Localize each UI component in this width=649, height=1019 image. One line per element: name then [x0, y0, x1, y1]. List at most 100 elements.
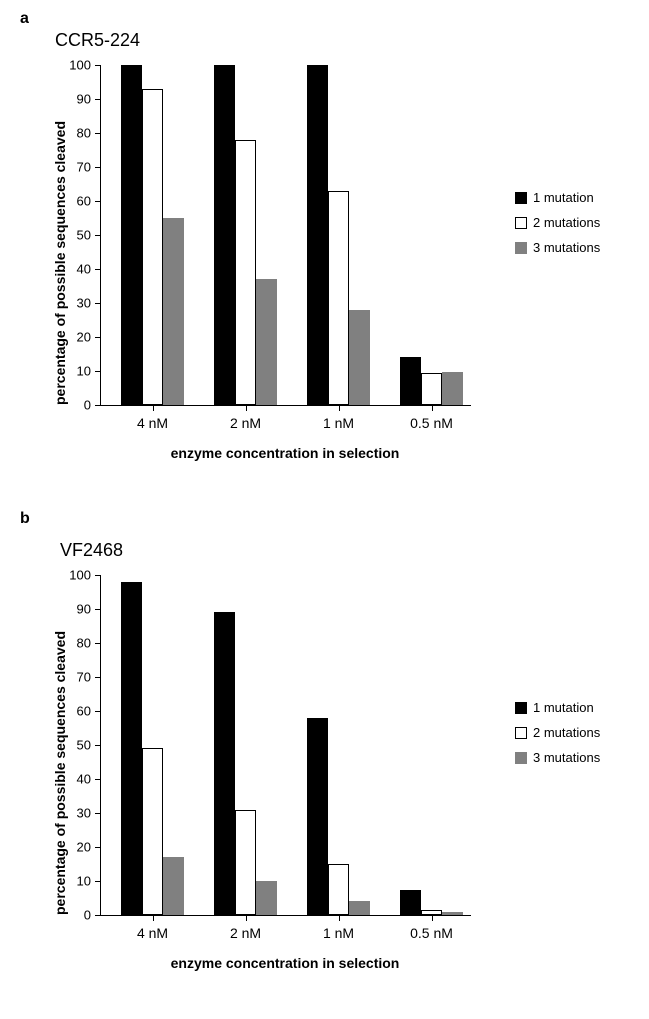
- ytick: [95, 915, 101, 916]
- ytick-label: 10: [77, 364, 91, 379]
- ytick: [95, 643, 101, 644]
- xtick-label: 2 nM: [230, 925, 261, 941]
- legend-swatch: [515, 242, 527, 254]
- xtick-label: 4 nM: [137, 415, 168, 431]
- legend-item: 2 mutations: [515, 215, 600, 230]
- ytick: [95, 813, 101, 814]
- chart: 01020304050607080901004 nM2 nM1 nM0.5 nM: [100, 65, 470, 405]
- panel-label-b: b: [20, 510, 30, 528]
- ytick: [95, 677, 101, 678]
- ytick: [95, 745, 101, 746]
- bar: [349, 310, 370, 405]
- legend-item: 1 mutation: [515, 190, 600, 205]
- bar: [142, 89, 163, 405]
- ytick: [95, 575, 101, 576]
- panel-title: CCR5-224: [55, 30, 140, 51]
- ytick: [95, 337, 101, 338]
- ytick-label: 0: [84, 398, 91, 413]
- bar: [256, 881, 277, 915]
- bar: [400, 890, 421, 916]
- bar: [328, 191, 349, 405]
- bar: [235, 140, 256, 405]
- panel-label-a: a: [20, 10, 29, 28]
- legend-label: 2 mutations: [533, 215, 600, 230]
- ytick-label: 90: [77, 92, 91, 107]
- ytick-label: 60: [77, 704, 91, 719]
- ytick-label: 80: [77, 126, 91, 141]
- bar: [256, 279, 277, 405]
- ytick: [95, 65, 101, 66]
- xtick-label: 1 nM: [323, 925, 354, 941]
- ytick-label: 40: [77, 262, 91, 277]
- legend-swatch: [515, 752, 527, 764]
- plot-area: 01020304050607080901004 nM2 nM1 nM0.5 nM: [100, 65, 471, 406]
- legend-label: 3 mutations: [533, 240, 600, 255]
- legend-label: 3 mutations: [533, 750, 600, 765]
- ytick: [95, 609, 101, 610]
- ytick-label: 30: [77, 806, 91, 821]
- ytick: [95, 303, 101, 304]
- ytick-label: 80: [77, 636, 91, 651]
- bar: [163, 857, 184, 915]
- chart: 01020304050607080901004 nM2 nM1 nM0.5 nM: [100, 575, 470, 915]
- bar: [121, 582, 142, 915]
- ytick-label: 10: [77, 874, 91, 889]
- ytick-label: 0: [84, 908, 91, 923]
- ytick-label: 50: [77, 738, 91, 753]
- legend-item: 3 mutations: [515, 240, 600, 255]
- ytick: [95, 371, 101, 372]
- ytick: [95, 881, 101, 882]
- xtick: [432, 405, 433, 411]
- ytick: [95, 99, 101, 100]
- ytick: [95, 779, 101, 780]
- legend-item: 1 mutation: [515, 700, 600, 715]
- bar: [307, 65, 328, 405]
- bar: [421, 373, 442, 405]
- bar: [442, 372, 463, 405]
- legend: 1 mutation 2 mutations 3 mutations: [515, 190, 600, 265]
- xtick: [339, 405, 340, 411]
- legend-swatch: [515, 192, 527, 204]
- xtick: [246, 405, 247, 411]
- ytick-label: 30: [77, 296, 91, 311]
- xtick: [339, 915, 340, 921]
- ytick-label: 40: [77, 772, 91, 787]
- legend-swatch: [515, 217, 527, 229]
- xtick-label: 0.5 nM: [410, 415, 453, 431]
- ytick-label: 20: [77, 840, 91, 855]
- plot-area: 01020304050607080901004 nM2 nM1 nM0.5 nM: [100, 575, 471, 916]
- bar: [142, 748, 163, 915]
- legend-item: 2 mutations: [515, 725, 600, 740]
- panel-title: VF2468: [60, 540, 123, 561]
- y-axis-label: percentage of possible sequences cleaved: [52, 121, 68, 405]
- ytick: [95, 133, 101, 134]
- bar: [214, 65, 235, 405]
- bar: [121, 65, 142, 405]
- ytick: [95, 711, 101, 712]
- legend-swatch: [515, 727, 527, 739]
- bar: [328, 864, 349, 915]
- ytick: [95, 405, 101, 406]
- ytick-label: 60: [77, 194, 91, 209]
- ytick: [95, 201, 101, 202]
- legend-swatch: [515, 702, 527, 714]
- ytick: [95, 847, 101, 848]
- bar: [307, 718, 328, 915]
- xtick: [153, 915, 154, 921]
- legend-label: 1 mutation: [533, 700, 594, 715]
- ytick-label: 90: [77, 602, 91, 617]
- bar: [214, 612, 235, 915]
- xtick-label: 0.5 nM: [410, 925, 453, 941]
- legend-label: 2 mutations: [533, 725, 600, 740]
- ytick-label: 70: [77, 160, 91, 175]
- legend: 1 mutation 2 mutations 3 mutations: [515, 700, 600, 775]
- legend-item: 3 mutations: [515, 750, 600, 765]
- bar: [349, 901, 370, 915]
- ytick-label: 20: [77, 330, 91, 345]
- x-axis-label: enzyme concentration in selection: [171, 445, 400, 461]
- ytick: [95, 269, 101, 270]
- xtick-label: 2 nM: [230, 415, 261, 431]
- ytick: [95, 167, 101, 168]
- ytick-label: 100: [69, 58, 91, 73]
- figure: aCCR5-22401020304050607080901004 nM2 nM1…: [0, 0, 649, 1019]
